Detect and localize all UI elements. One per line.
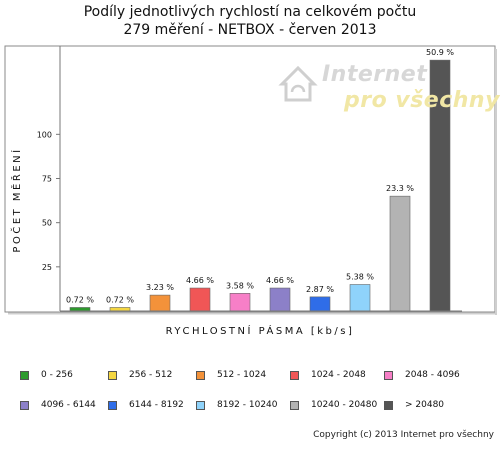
legend-label: 6144 - 8192: [129, 400, 184, 410]
bar: [389, 195, 411, 312]
legend-swatch: [290, 370, 299, 380]
x-axis-label: RYCHLOSTNÍ PÁSMA [kb/s]: [166, 324, 355, 337]
legend-label: 8192 - 10240: [217, 400, 278, 410]
bar-data-label: 3.58 %: [226, 281, 254, 290]
legend-item: 1024 - 2048: [290, 368, 366, 382]
bar-data-label: 23.3 %: [386, 184, 414, 193]
bar: [349, 284, 371, 312]
bar: [69, 307, 91, 312]
y-tick-label: 50: [42, 219, 52, 228]
legend-swatch: [108, 370, 117, 380]
bar: [189, 287, 211, 312]
chart-subtitle: 279 měření - NETBOX - červen 2013: [123, 22, 377, 38]
legend-item: 10240 - 20480: [290, 398, 377, 412]
house-icon: [278, 65, 318, 102]
legend-swatch: [290, 400, 299, 410]
legend-swatch: [20, 370, 29, 380]
y-tick-label: 25: [42, 263, 52, 272]
plot-area: [4, 45, 496, 313]
legend-item: 8192 - 10240: [196, 398, 278, 412]
legend-label: 2048 - 4096: [405, 370, 460, 380]
bar: [309, 296, 331, 312]
bar-data-label: 0.72 %: [66, 295, 94, 304]
legend-swatch: [384, 370, 393, 380]
bar-data-label: 5.38 %: [346, 273, 374, 282]
bar-data-label: 4.66 %: [186, 276, 214, 285]
legend-item: 4096 - 6144: [20, 398, 96, 412]
legend-swatch: [196, 370, 205, 380]
bar-data-label: 3.23 %: [146, 283, 174, 292]
legend-label: 512 - 1024: [217, 370, 267, 380]
legend-item: > 20480: [384, 398, 444, 412]
legend-swatch: [20, 400, 29, 410]
bar: [109, 307, 131, 312]
legend-item: 256 - 512: [108, 368, 172, 382]
y-axis-label: POČET MĚŘENÍ: [10, 147, 23, 252]
bar-data-label: 4.66 %: [266, 276, 294, 285]
bar-data-label: 2.87 %: [306, 285, 334, 294]
copyright-text: Copyright (c) 2013 Internet pro všechny: [313, 430, 494, 440]
legend-item: 0 - 256: [20, 368, 73, 382]
legend-item: 2048 - 4096: [384, 368, 460, 382]
watermark-line-1: Internet: [322, 62, 428, 87]
y-tick-label: 100: [37, 130, 52, 139]
legend-item: 6144 - 8192: [108, 398, 184, 412]
legend-label: 256 - 512: [129, 370, 173, 380]
legend-swatch: [108, 400, 117, 410]
legend-label: 10240 - 20480: [311, 400, 378, 410]
bar: [149, 294, 171, 312]
bar-data-label: 50.9 %: [426, 48, 454, 57]
bar-chart: 25 50 75 100 0.72 % 0.72 % 3.23 % 4.66 % 3.58 %…: [4, 45, 497, 337]
bar: [269, 287, 291, 312]
y-axis-ticks: 25 50 75 100: [37, 130, 60, 272]
legend-label: 0 - 256: [41, 370, 73, 380]
y-tick-label: 75: [42, 175, 52, 184]
legend-label: > 20480: [405, 400, 445, 410]
legend-swatch: [384, 400, 393, 410]
watermark-logo: Internet pro všechny: [278, 62, 499, 118]
chart-legend: 0 - 256 256 - 512 512 - 1024 1024 - 2048 204…: [0, 362, 500, 422]
legend-label: 1024 - 2048: [311, 370, 366, 380]
legend-label: 4096 - 6144: [41, 400, 96, 410]
bar: [229, 293, 251, 312]
chart-title: Podíly jednotlivých rychlostí na celkové…: [83, 4, 417, 20]
watermark-line-2: pro všechny: [344, 88, 500, 113]
legend-item: 512 - 1024: [196, 368, 266, 382]
legend-swatch: [196, 400, 205, 410]
bar-data-label: 0.72 %: [106, 295, 134, 304]
